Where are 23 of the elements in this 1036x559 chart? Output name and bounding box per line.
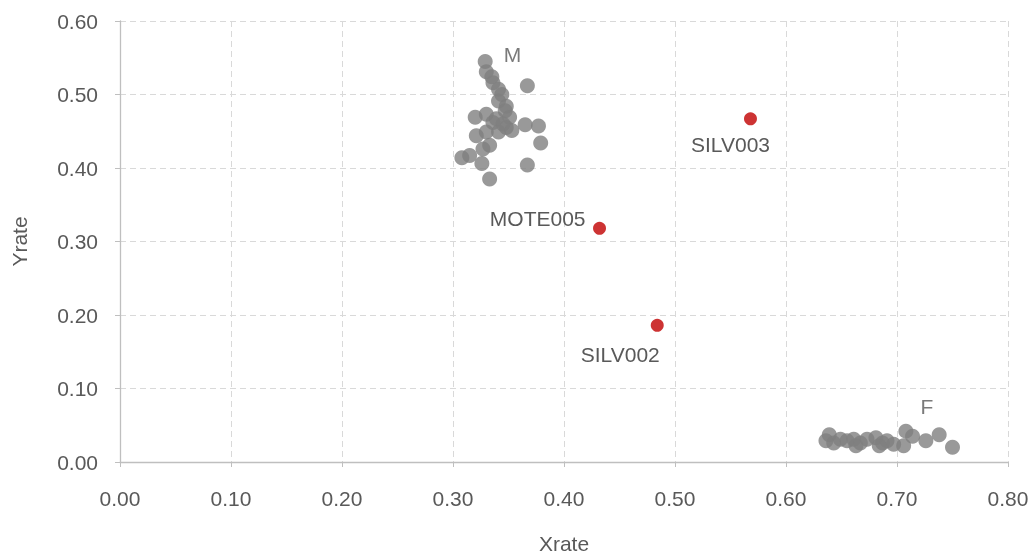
series-label: M	[503, 42, 522, 66]
y-tick-label: 0.40	[57, 156, 98, 180]
y-tick-label: 0.00	[57, 450, 98, 474]
x-tick-label: 0.00	[99, 487, 141, 510]
annotation: MOTE005	[489, 206, 586, 230]
y-tick-label: 0.20	[57, 303, 98, 327]
x-tick-label: 0.40	[543, 487, 585, 510]
x-tick-label: 0.30	[432, 487, 474, 510]
x-tick-label: 0.80	[987, 487, 1029, 510]
y-tick-label: 0.60	[57, 9, 98, 33]
x-tick-label: 0.10	[210, 487, 252, 510]
y-axis-title: Yrate	[8, 216, 31, 267]
annotation: SILV003	[690, 133, 770, 157]
y-tick-label: 0.10	[57, 377, 98, 400]
x-axis-title: Xrate	[538, 532, 590, 555]
x-tick-label: 0.20	[321, 487, 363, 510]
annotation: SILV002	[580, 342, 660, 366]
x-tick-label: 0.60	[765, 487, 807, 510]
y-tick-label: 0.50	[57, 83, 98, 106]
x-tick-label: 0.70	[876, 487, 918, 510]
series-label: F	[920, 394, 934, 418]
x-tick-label: 0.50	[654, 487, 696, 510]
y-tick-label: 0.30	[57, 230, 98, 253]
